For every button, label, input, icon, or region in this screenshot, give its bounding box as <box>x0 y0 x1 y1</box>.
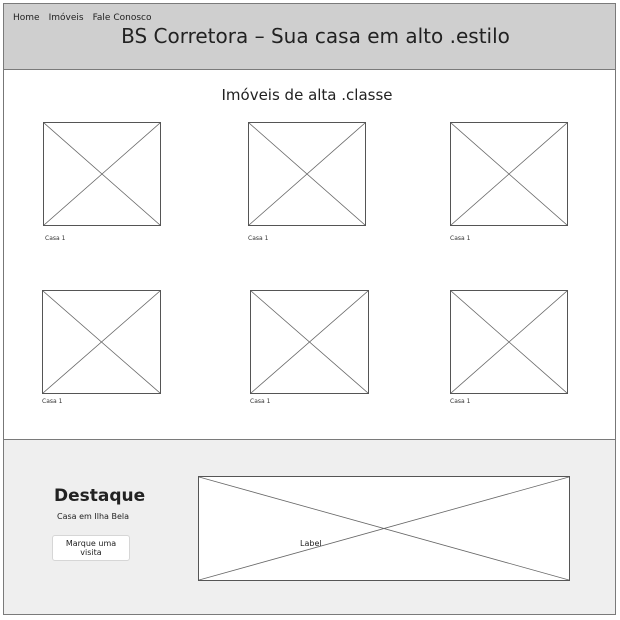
property-caption: Casa 1 <box>248 235 269 242</box>
property-image-placeholder[interactable] <box>250 290 369 394</box>
nav-home-link[interactable]: Home <box>13 13 40 23</box>
property-caption: Casa 1 <box>250 398 271 405</box>
property-image-placeholder[interactable] <box>248 122 366 226</box>
property-image-placeholder[interactable] <box>450 122 568 226</box>
property-caption: Casa 1 <box>450 398 471 405</box>
highlight-title: Destaque <box>54 486 146 506</box>
property-image-placeholder[interactable] <box>450 290 568 394</box>
schedule-visit-button[interactable]: Marque uma visita <box>52 535 130 561</box>
main-nav: Home Imóveis Fale Conosco <box>13 13 151 23</box>
highlight-section: Destaque Casa em Ilha Bela Marque uma vi… <box>3 439 616 615</box>
banner-label: Label <box>300 539 322 548</box>
site-header: Home Imóveis Fale Conosco BS Corretora –… <box>3 3 616 70</box>
highlight-banner-placeholder[interactable] <box>198 476 570 581</box>
nav-imoveis-link[interactable]: Imóveis <box>48 13 84 23</box>
property-image-placeholder[interactable] <box>42 290 161 394</box>
nav-fale-conosco-link[interactable]: Fale Conosco <box>92 13 152 23</box>
property-caption: Casa 1 <box>450 235 471 242</box>
property-image-placeholder[interactable] <box>43 122 161 226</box>
highlight-subtitle: Casa em Ilha Bela <box>57 512 129 521</box>
site-title: BS Corretora – Sua casa em alto .estilo <box>121 24 510 48</box>
gallery-title: Imóveis de alta .classe <box>221 86 393 104</box>
property-caption: Casa 1 <box>45 235 66 242</box>
property-caption: Casa 1 <box>42 398 63 405</box>
